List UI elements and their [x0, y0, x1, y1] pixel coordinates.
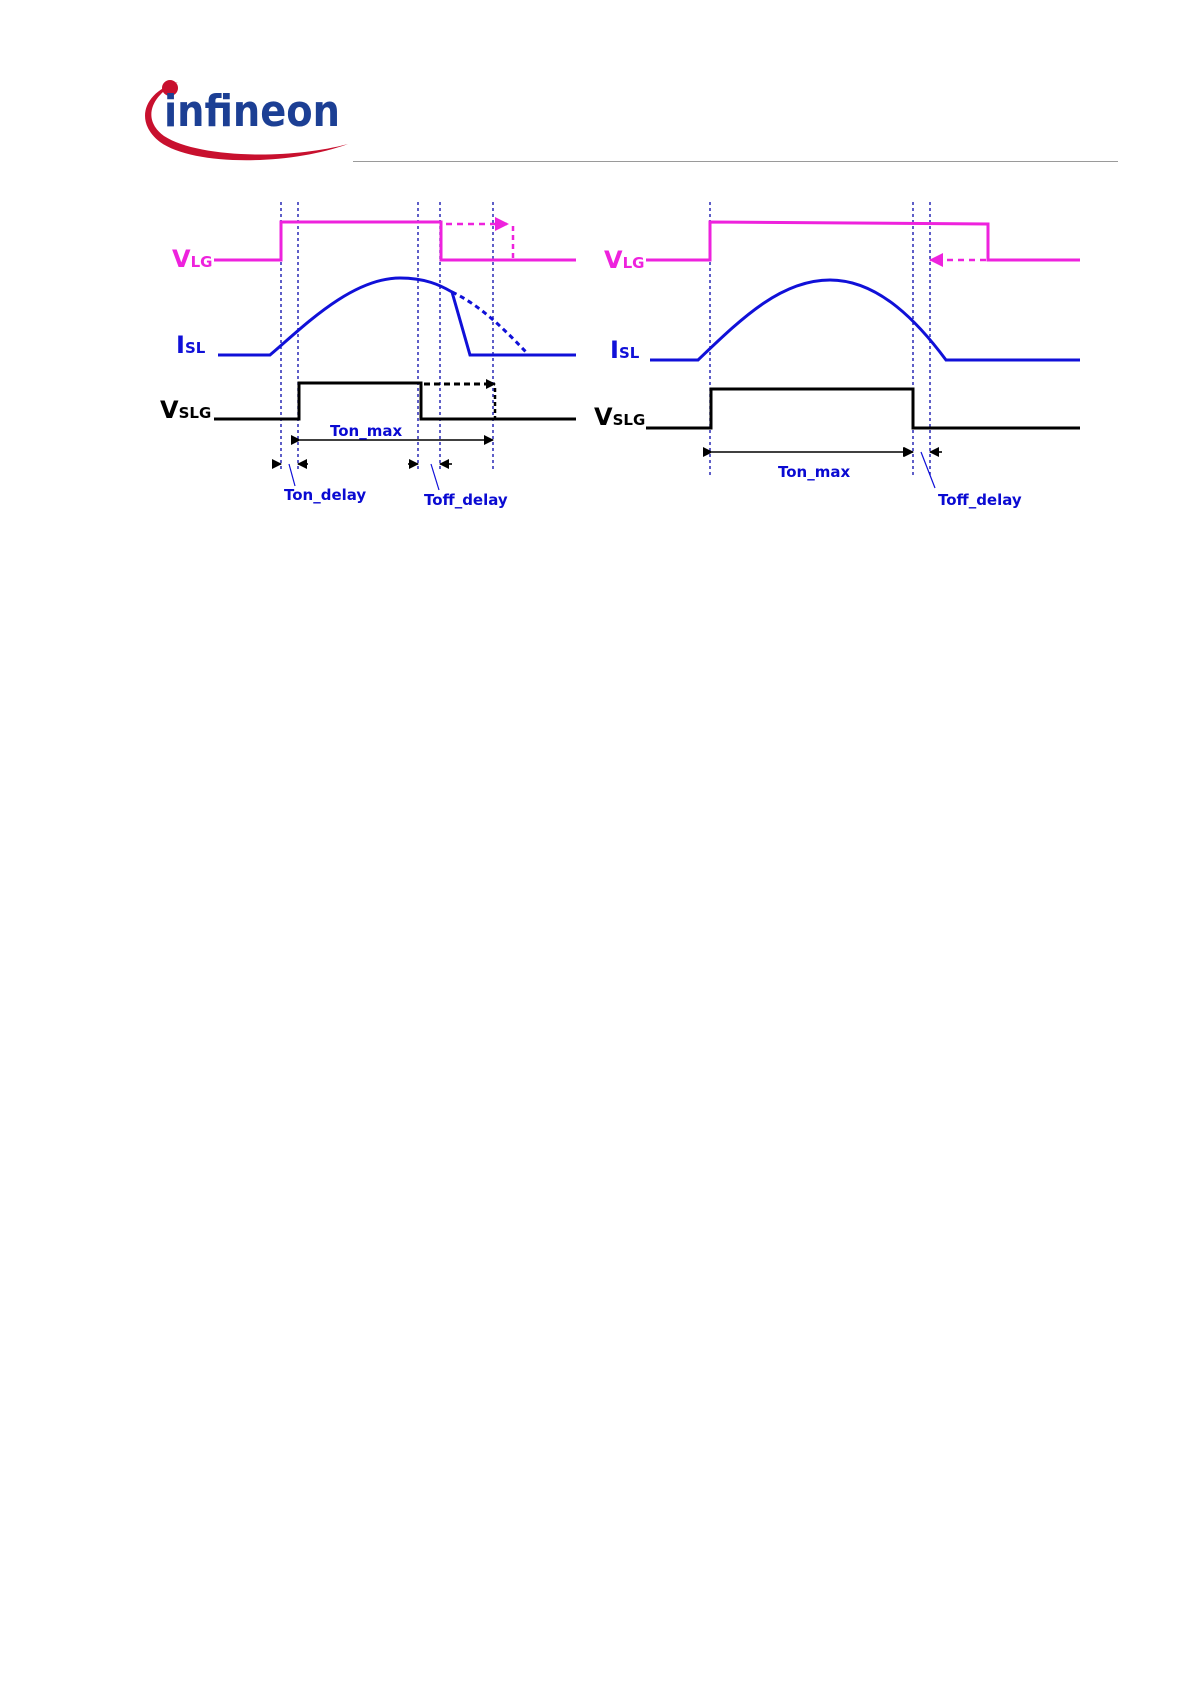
isl-label-sub: SL: [185, 339, 206, 357]
right-timing-diagram: Ton_max Toff_delay VLG ISL VSLG: [594, 202, 1080, 509]
isl-trace: [218, 276, 576, 357]
vslg-label-sub: SLG: [613, 411, 646, 429]
vlg-label-sub: LG: [623, 254, 645, 272]
isl-trace: [650, 278, 1080, 362]
vlg-label-sub: LG: [191, 253, 213, 271]
left-timing-diagram: Ton_max Ton_delay Toff_delay VLG ISL VSL…: [160, 202, 576, 509]
isl-label: ISL: [176, 331, 206, 359]
ton-delay-label: Ton_delay: [284, 486, 366, 504]
infineon-logo: infineon: [145, 80, 348, 161]
vslg-label: VSLG: [594, 403, 645, 431]
isl-label-main: I: [610, 336, 619, 364]
vlg-label: VLG: [604, 246, 644, 274]
isl-label-main: I: [176, 331, 185, 359]
vlg-label-main: V: [172, 245, 191, 273]
right-isl-waveform: [650, 278, 1080, 362]
toff-delay-dimension: [408, 459, 452, 491]
logo-dot-icon: [162, 80, 178, 96]
left-vslg-waveform: [214, 379, 576, 421]
toff-delay-leader: [430, 463, 440, 491]
left-isl-waveform: [218, 276, 576, 357]
toff-delay-leader: [920, 451, 936, 489]
toff-delay-label: Toff_delay: [938, 491, 1022, 509]
vlg-label-main: V: [604, 246, 623, 274]
left-vlg-waveform: [214, 217, 576, 262]
ton-delay-leader: [288, 463, 296, 487]
ton-delay-dimension: [272, 459, 308, 487]
header-rule: [353, 161, 1118, 162]
toff-delay-label: Toff_delay: [424, 491, 508, 509]
vslg-label-sub: SLG: [179, 404, 212, 422]
toff-delay-dimension: [903, 447, 942, 489]
vslg-label-main: V: [594, 403, 613, 431]
timing-diagram: Ton_max Ton_delay Toff_delay VLG ISL VSL…: [160, 202, 1080, 509]
right-guide-lines: [709, 202, 931, 478]
isl-label-sub: SL: [619, 344, 640, 362]
right-vlg-waveform: [646, 220, 1080, 267]
isl-extension: [451, 290, 528, 354]
vlg-trace: [646, 220, 1080, 262]
vslg-label-main: V: [160, 396, 179, 424]
vlg-trace: [214, 220, 576, 262]
vslg-trace: [214, 381, 576, 421]
isl-label: ISL: [610, 336, 640, 364]
vlg-label: VLG: [172, 245, 212, 273]
vslg-trace: [646, 387, 1080, 430]
ton-max-label: Ton_max: [778, 463, 850, 481]
ton-max-label: Ton_max: [330, 422, 402, 440]
logo-text: infineon: [164, 86, 340, 137]
right-vslg-waveform: [646, 387, 1080, 430]
vslg-label: VSLG: [160, 396, 211, 424]
